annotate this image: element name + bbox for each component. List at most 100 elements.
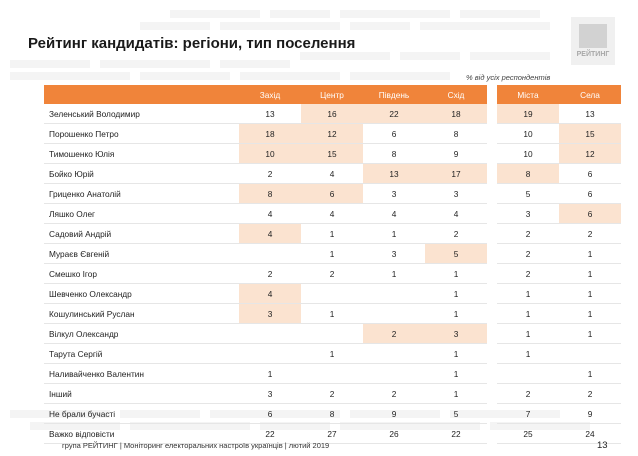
- value-cell: 1: [239, 364, 301, 384]
- table-row: Гриценко Анатолій 8 6 3 3 5 6: [44, 184, 621, 204]
- page-number: 13: [597, 440, 608, 451]
- value-cell: 4: [239, 204, 301, 224]
- value-cell: 1: [425, 384, 487, 404]
- value-cell: 5: [497, 184, 559, 204]
- value-cell: 6: [301, 184, 363, 204]
- table-row: Тарута Сергій 1 1 1: [44, 344, 621, 364]
- value-cell: 1: [425, 284, 487, 304]
- table-row: Не брали бучасті 6 8 9 5 7 9: [44, 404, 621, 424]
- value-cell: 9: [425, 144, 487, 164]
- value-cell: 1: [363, 224, 425, 244]
- candidate-name: Тарута Сергій: [44, 344, 239, 364]
- table-row: Кошулинський Руслан 3 1 1 1 1: [44, 304, 621, 324]
- value-cell: 9: [363, 404, 425, 424]
- value-cell: 3: [239, 304, 301, 324]
- table-row: Вілкул Олександр 2 3 1 1: [44, 324, 621, 344]
- candidate-name: Гриценко Анатолій: [44, 184, 239, 204]
- value-cell: 1: [425, 344, 487, 364]
- value-cell: 2: [301, 264, 363, 284]
- value-cell: 1: [559, 264, 621, 284]
- value-cell: [301, 324, 363, 344]
- value-cell: 3: [239, 384, 301, 404]
- table-row: Смешко Ігор 2 2 1 1 2 1: [44, 264, 621, 284]
- value-cell: 25: [497, 424, 559, 444]
- value-cell: 24: [559, 424, 621, 444]
- value-cell: 1: [301, 224, 363, 244]
- candidate-name: Наливайченко Валентин: [44, 364, 239, 384]
- value-cell: 4: [239, 224, 301, 244]
- value-cell: 6: [559, 184, 621, 204]
- value-cell: 8: [301, 404, 363, 424]
- value-cell: 2: [497, 384, 559, 404]
- value-cell: 4: [301, 164, 363, 184]
- value-cell: 18: [425, 104, 487, 124]
- column-gap: [487, 324, 497, 344]
- page-title: Рейтинг кандидатів: регіони, тип поселен…: [28, 35, 356, 52]
- value-cell: [363, 364, 425, 384]
- table-row: Важко відповісти 22 27 26 22 25 24: [44, 424, 621, 444]
- value-cell: 19: [497, 104, 559, 124]
- value-cell: [363, 304, 425, 324]
- table-row: Бойко Юрій 2 4 13 17 8 6: [44, 164, 621, 184]
- value-cell: 13: [363, 164, 425, 184]
- table-row: Зеленський Володимир 13 16 22 18 19 13: [44, 104, 621, 124]
- col-header-west: Захід: [239, 85, 301, 104]
- value-cell: 1: [559, 324, 621, 344]
- value-cell: [239, 324, 301, 344]
- value-cell: [239, 344, 301, 364]
- value-cell: 1: [497, 284, 559, 304]
- value-cell: 8: [497, 164, 559, 184]
- value-cell: [363, 284, 425, 304]
- value-cell: 2: [497, 244, 559, 264]
- value-cell: 3: [363, 244, 425, 264]
- candidate-name: Не брали бучасті: [44, 404, 239, 424]
- column-gap: [487, 364, 497, 384]
- value-cell: 3: [425, 184, 487, 204]
- value-cell: 3: [497, 204, 559, 224]
- value-cell: 9: [559, 404, 621, 424]
- value-cell: 1: [425, 304, 487, 324]
- value-cell: 10: [497, 144, 559, 164]
- column-gap: [487, 404, 497, 424]
- value-cell: 1: [559, 244, 621, 264]
- value-cell: 12: [559, 144, 621, 164]
- value-cell: 1: [497, 344, 559, 364]
- value-cell: 2: [363, 324, 425, 344]
- value-cell: [301, 284, 363, 304]
- value-cell: 1: [301, 304, 363, 324]
- footer-text: група РЕЙТИНГ | Моніторинг електоральних…: [62, 441, 330, 450]
- candidate-name: Тимошенко Юлія: [44, 144, 239, 164]
- rating-logo: РЕЙТИНГ: [571, 17, 615, 65]
- candidate-name: Шевченко Олександр: [44, 284, 239, 304]
- value-cell: 2: [559, 384, 621, 404]
- column-gap: [487, 284, 497, 304]
- value-cell: 1: [363, 264, 425, 284]
- value-cell: 13: [239, 104, 301, 124]
- value-cell: 2: [559, 224, 621, 244]
- value-cell: 3: [425, 324, 487, 344]
- value-cell: 18: [239, 124, 301, 144]
- candidate-name: Важко відповісти: [44, 424, 239, 444]
- table-row: Наливайченко Валентин 1 1 1: [44, 364, 621, 384]
- column-gap: [487, 264, 497, 284]
- value-cell: 2: [363, 384, 425, 404]
- candidate-name: Смешко Ігор: [44, 264, 239, 284]
- column-gap: [487, 104, 497, 124]
- column-gap: [487, 184, 497, 204]
- table-row: Тимошенко Юлія 10 15 8 9 10 12: [44, 144, 621, 164]
- table-row: Шевченко Олександр 4 1 1 1: [44, 284, 621, 304]
- col-header-cities: Міста: [497, 85, 559, 104]
- col-header-center: Центр: [301, 85, 363, 104]
- value-cell: 8: [363, 144, 425, 164]
- value-cell: 7: [497, 404, 559, 424]
- value-cell: 4: [425, 204, 487, 224]
- value-cell: 10: [239, 144, 301, 164]
- candidate-name: Ляшко Олег: [44, 204, 239, 224]
- value-cell: 3: [363, 184, 425, 204]
- value-cell: 6: [239, 404, 301, 424]
- table-row: Садовий Андрій 4 1 1 2 2 2: [44, 224, 621, 244]
- col-header-east: Схід: [425, 85, 487, 104]
- value-cell: 1: [497, 304, 559, 324]
- column-gap: [487, 224, 497, 244]
- column-gap: [487, 144, 497, 164]
